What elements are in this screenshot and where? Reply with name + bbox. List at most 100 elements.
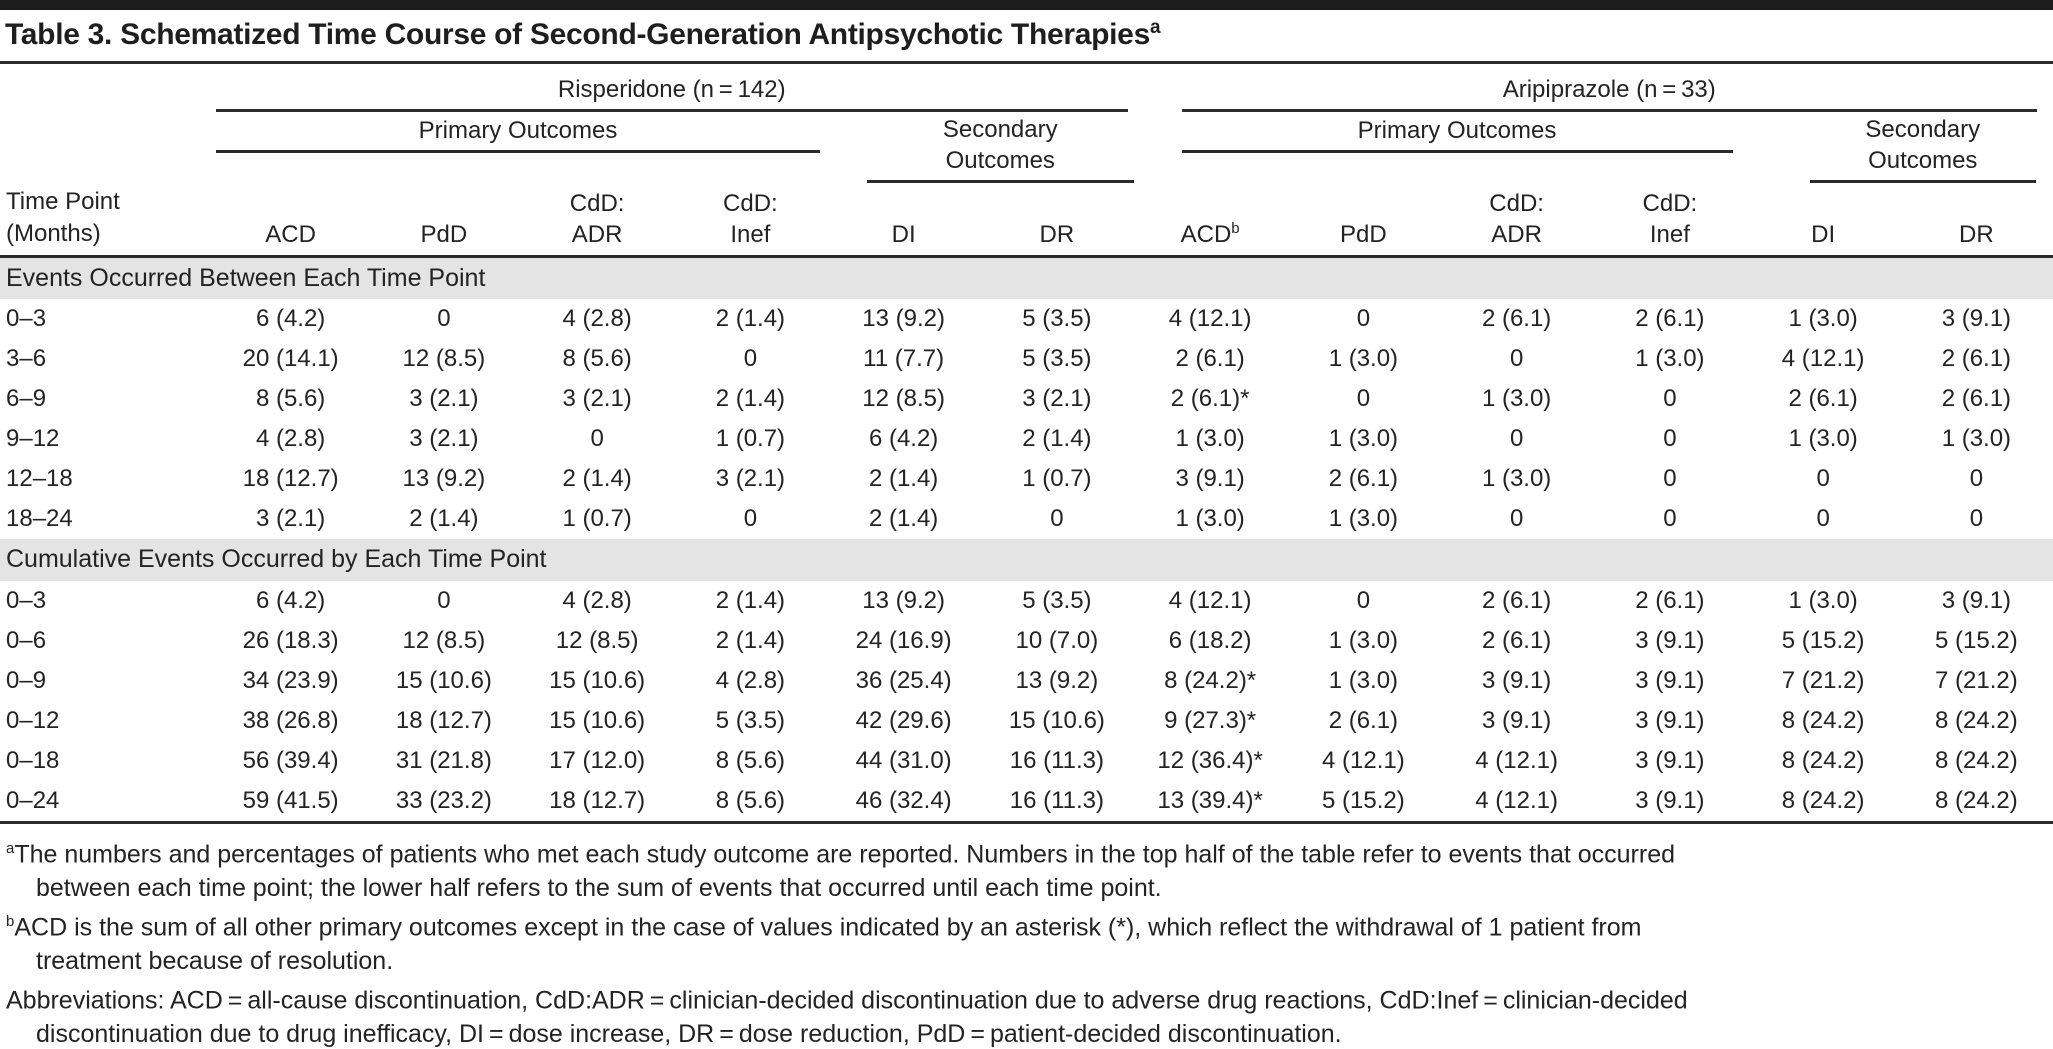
value-cell: 6 (4.2) (255, 586, 326, 614)
primary-outcomes-label: Primary Outcomes (216, 112, 820, 153)
value-cell: 1 (3.0) (1788, 586, 1858, 614)
col-header-risp-cdd-adr: CdD: ADR (520, 188, 674, 258)
col-header-risp-dr: DR (980, 188, 1134, 258)
value-cell: 5 (15.2) (1935, 626, 2018, 654)
value-cell: 2 (1.4) (868, 464, 939, 492)
value-cell: 3 (9.1) (1481, 706, 1552, 734)
value-cell: 13 (9.2) (862, 586, 945, 614)
footnote-a-text: The numbers and percentages of patients … (14, 839, 1676, 902)
value-cell: 6 (4.2) (868, 424, 939, 452)
time-point-cell: 6–9 (6, 384, 47, 412)
value-cell: 2 (6.1) (1328, 706, 1399, 734)
value-cell: 2 (1.4) (409, 504, 479, 532)
group-label-risperidone: Risperidone (n = 142) (216, 76, 1128, 112)
value-cell: 2 (1.4) (1022, 424, 1092, 452)
group-label-aripiprazole: Aripiprazole (n = 33) (1181, 76, 2037, 112)
value-cell: 7 (21.2) (1935, 666, 2018, 694)
value-cell: 56 (39.4) (242, 746, 339, 774)
value-cell: 46 (32.4) (855, 786, 952, 814)
value-cell: 5 (3.5) (1022, 304, 1092, 332)
time-point-line2: (Months) (6, 220, 101, 247)
value-cell: 16 (11.3) (1009, 786, 1105, 814)
value-cell: 34 (23.9) (242, 666, 339, 694)
col-header-arip-dr: DR (1899, 188, 2053, 258)
value-cell: 3 (9.1) (1481, 666, 1552, 694)
table-title-block: Table 3. Schematized Time Course of Seco… (0, 10, 2053, 64)
value-cell: 1 (3.0) (1481, 384, 1552, 412)
value-cell: 0 (1356, 586, 1371, 614)
section-header-row: Events Occurred Between Each Time Point (0, 256, 2053, 299)
value-cell: 6 (18.2) (1168, 626, 1252, 654)
value-cell: 2 (6.1)* (1170, 384, 1250, 412)
value-cell: 9 (27.3)* (1164, 706, 1257, 734)
value-cell: 2 (6.1) (1481, 586, 1552, 614)
time-point-header: Time Point (Months) (0, 64, 214, 258)
col-header-risp-di: DI (827, 188, 981, 258)
value-cell: 4 (2.8) (715, 666, 786, 694)
value-cell: 8 (24.2)* (1164, 666, 1257, 694)
col-header-risp-pdd: PdD (367, 188, 521, 258)
value-cell: 2 (6.1) (1941, 384, 2012, 412)
value-cell: 18 (12.7) (549, 786, 646, 814)
value-cell: 1 (3.0) (1175, 424, 1245, 452)
table-header: Time Point (Months) Risperidone (n = 142… (0, 64, 2053, 258)
value-cell: 2 (6.1) (1481, 626, 1552, 654)
value-cell: 16 (11.3) (1009, 746, 1105, 774)
value-cell: 8 (5.6) (255, 384, 326, 412)
time-point-cell: 9–12 (6, 424, 60, 452)
value-cell: 1 (3.0) (1481, 464, 1552, 492)
column-label-row: ACD PdD CdD: ADR CdD: Inef DI DR ACDb Pd… (0, 188, 2053, 258)
value-cell: 4 (2.8) (255, 424, 326, 452)
value-cell: 13 (9.2) (1015, 666, 1099, 694)
time-point-line1: Time Point (6, 188, 120, 215)
value-cell: 0 (1663, 424, 1677, 452)
time-point-cell: 12–18 (6, 464, 73, 492)
value-cell: 2 (6.1) (1175, 344, 1245, 372)
value-cell: 0 (437, 304, 451, 332)
table-row: 0–9 34 (23.9) 15 (10.6) 15 (10.6) 4 (2.8) 36 … (0, 661, 2053, 701)
section-header-row: Cumulative Events Occurred by Each Time … (0, 538, 2053, 581)
footnote-b: bACD is the sum of all other primary out… (6, 905, 2045, 978)
value-cell: 1 (3.0) (1788, 424, 1858, 452)
value-cell: 6 (4.2) (255, 304, 326, 332)
value-cell: 2 (1.4) (562, 464, 632, 492)
value-cell: 2 (1.4) (715, 384, 786, 412)
table-row: 0–3 6 (4.2) 0 4 (2.8) 2 (1.4) 13 (9.2) 5 (3.5)… (0, 581, 2053, 621)
time-point-cell: 3–6 (6, 344, 47, 372)
value-cell: 11 (7.7) (863, 344, 945, 372)
outcome-type-row: Primary Outcomes Secondary Outcomes Prim… (0, 112, 2053, 188)
value-cell: 12 (8.5) (402, 344, 486, 372)
value-cell: 4 (12.1) (1475, 786, 1558, 814)
value-cell: 1 (3.0) (1328, 626, 1399, 654)
value-cell: 20 (14.1) (242, 344, 339, 372)
value-cell: 33 (23.2) (395, 786, 492, 814)
table-row: 18–24 3 (2.1) 2 (1.4) 1 (0.7) 0 2 (1.4) 0 1 (3.… (0, 499, 2053, 539)
value-cell: 0 (1969, 504, 1984, 532)
time-point-cell: 0–9 (6, 666, 47, 694)
abbreviations-note: Abbreviations: ACD = all-cause discontin… (6, 978, 2045, 1049)
value-cell: 5 (3.5) (715, 706, 786, 734)
value-cell: 0 (1050, 504, 1064, 532)
value-cell: 0 (1816, 504, 1830, 532)
value-cell: 8 (24.2) (1935, 706, 2018, 734)
primary-outcomes-risperidone: Primary Outcomes (214, 112, 827, 188)
value-cell: 8 (24.2) (1781, 786, 1865, 814)
time-point-cell: 18–24 (6, 504, 73, 532)
value-cell: 8 (24.2) (1781, 746, 1865, 774)
value-cell: 1 (3.0) (1941, 424, 2012, 452)
value-cell: 44 (31.0) (855, 746, 952, 774)
col-header-arip-pdd: PdD (1286, 188, 1440, 258)
value-cell: 4 (2.8) (562, 304, 632, 332)
value-cell: 31 (21.8) (395, 746, 492, 774)
value-cell: 3 (9.1) (1635, 706, 1705, 734)
table-row: 6–9 8 (5.6) 3 (2.1) 3 (2.1) 2 (1.4) 12 (8.5) 3… (0, 379, 2053, 419)
value-cell: 2 (1.4) (715, 304, 786, 332)
value-cell: 3 (2.1) (715, 464, 786, 492)
value-cell: 24 (16.9) (855, 626, 952, 654)
value-cell: 2 (6.1) (1635, 586, 1705, 614)
value-cell: 2 (1.4) (868, 504, 939, 532)
value-cell: 0 (590, 424, 604, 452)
secondary-outcomes-aripiprazole: Secondary Outcomes (1747, 112, 2053, 188)
value-cell: 3 (9.1) (1941, 304, 2012, 332)
